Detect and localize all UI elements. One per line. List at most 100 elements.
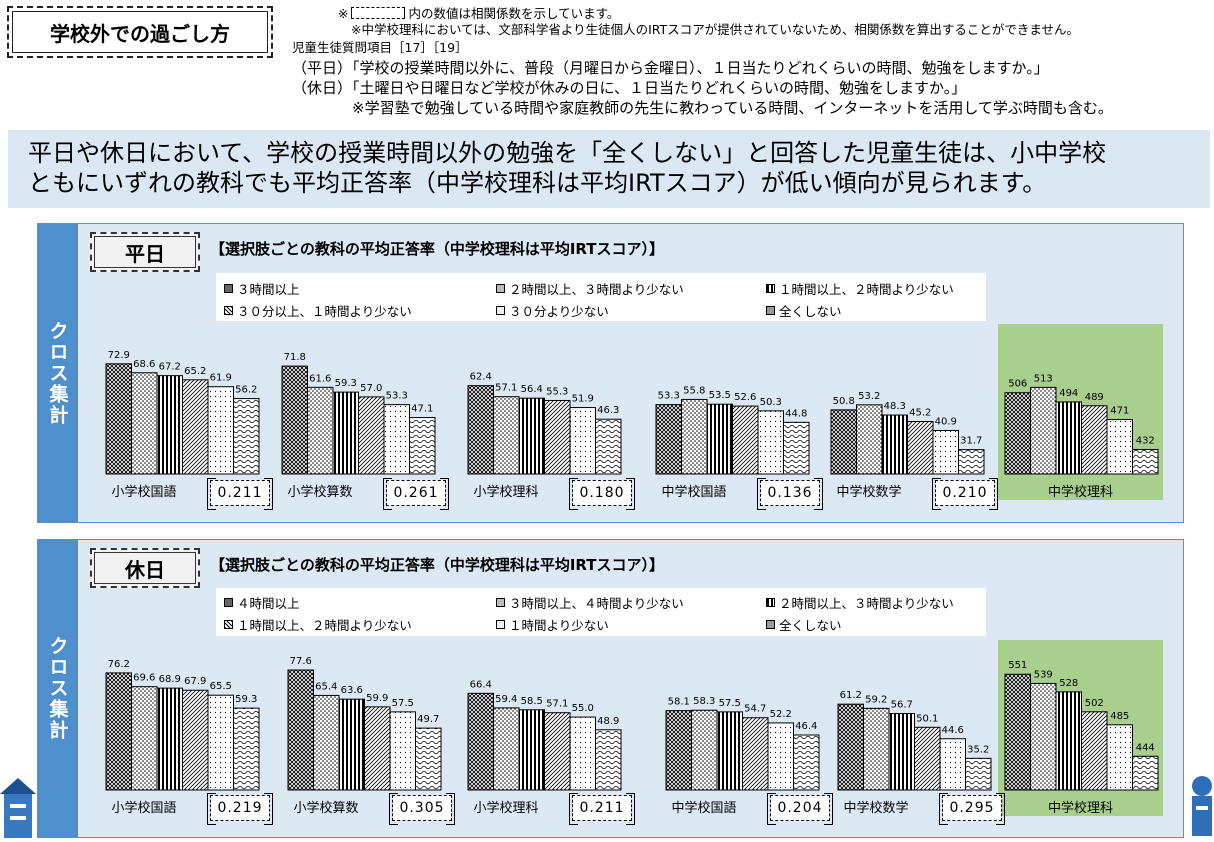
bar <box>182 379 209 475</box>
bar <box>569 716 596 791</box>
bar-value-label: 50.8 <box>833 396 855 407</box>
bar <box>1055 401 1082 475</box>
bar-value-label: 513 <box>1034 373 1053 384</box>
bar-value-label: 57.0 <box>360 383 382 394</box>
note-study-includes: ※学習塾で勉強している時間や家庭教師の先生に教わっている時間、インターネットを活… <box>352 99 1113 117</box>
correlation-coefficient: 0.204 <box>767 793 833 825</box>
bar-value-label: 49.7 <box>417 714 439 725</box>
bar <box>716 711 743 791</box>
bar-value-label: 46.4 <box>795 721 817 732</box>
bar-value-label: 56.7 <box>891 700 913 711</box>
bar <box>1106 419 1133 475</box>
bar-value-label: 46.3 <box>597 405 619 416</box>
bar-value-label: 528 <box>1059 678 1078 689</box>
bar-value-label: 66.4 <box>470 679 492 690</box>
bar-value-label: 61.9 <box>210 373 232 384</box>
bar-value-label: 40.9 <box>935 416 957 427</box>
legend-swatch-icon <box>496 284 505 293</box>
correlation-coefficient: 0.210 <box>932 478 998 510</box>
subject-label: 中学校数学 <box>843 800 908 816</box>
bar <box>307 386 334 475</box>
bar-value-label: 53.3 <box>658 391 680 402</box>
bar <box>332 391 359 475</box>
bar-value-label: 55.3 <box>546 386 568 397</box>
bar <box>467 385 494 475</box>
legend-item: ３０分以上、１時間より少ない <box>224 301 412 320</box>
cross-tab-side-label: クロス集計 <box>38 540 78 837</box>
bar-value-label: 48.9 <box>597 716 619 727</box>
bar <box>131 686 158 791</box>
bar <box>1081 711 1108 791</box>
bar-value-label: 551 <box>1008 660 1027 671</box>
bar-value-label: 59.2 <box>865 694 887 705</box>
holiday-tag: 休日 <box>90 548 200 588</box>
bar <box>914 726 941 791</box>
headline-line-2: ともにいずれの教科でも平均正答率（中学校理科は平均IRTスコア）が低い傾向が見ら… <box>28 169 1047 197</box>
bar <box>105 672 132 791</box>
bar-value-label: 506 <box>1008 379 1027 390</box>
bar <box>655 404 682 475</box>
bar-value-label: 35.2 <box>967 744 989 755</box>
bar-value-label: 48.3 <box>884 401 906 412</box>
bar <box>907 421 934 475</box>
correlation-coefficient: 0.219 <box>207 793 273 825</box>
correlation-coefficient: 0.180 <box>569 478 635 510</box>
bar <box>888 713 915 791</box>
legend-item: ２時間以上、３時間より少ない <box>766 593 954 612</box>
bar <box>1055 691 1082 791</box>
castle-mascot-icon <box>0 778 36 838</box>
bar-value-label: 58.1 <box>668 697 690 708</box>
bar-value-label: 53.5 <box>709 390 731 401</box>
bar <box>965 757 992 791</box>
bar-value-label: 69.6 <box>133 673 155 684</box>
subject-label: 中学校数学 <box>836 484 901 500</box>
correlation-coefficient: 0.261 <box>383 478 449 510</box>
bar-value-label: 471 <box>1110 406 1129 417</box>
note-question-items: 児童生徒質問項目［17］［19］ <box>292 40 468 55</box>
bar-value-label: 59.3 <box>235 694 257 705</box>
subject-label: 小学校理科 <box>473 800 538 816</box>
bar <box>757 410 784 475</box>
bar <box>595 418 622 475</box>
bar <box>1132 448 1159 475</box>
bar-value-label: 68.9 <box>159 674 181 685</box>
dashed-box-legend-icon <box>351 7 406 19</box>
subject-label: 中学校国語 <box>671 800 736 816</box>
subject-label: 小学校理科 <box>473 484 538 500</box>
bar-value-label: 53.3 <box>386 391 408 402</box>
legend-swatch-icon <box>224 620 233 629</box>
legend-swatch-icon <box>766 306 775 315</box>
bar <box>207 694 234 791</box>
bar <box>287 669 314 791</box>
bar-value-label: 67.9 <box>184 676 206 687</box>
bar-value-label: 57.1 <box>495 383 517 394</box>
bar-value-label: 50.1 <box>916 713 938 724</box>
bar-value-label: 52.2 <box>770 709 792 720</box>
bar <box>595 729 622 791</box>
bar <box>544 399 571 475</box>
bar <box>493 707 520 791</box>
bar-value-label: 58.5 <box>521 696 543 707</box>
bar <box>793 734 820 791</box>
legend-swatch-icon <box>224 306 233 315</box>
legend-swatch-icon <box>224 284 233 293</box>
subject-label: 小学校算数 <box>287 484 352 500</box>
legend-swatch-icon <box>766 284 775 293</box>
bar-value-label: 77.6 <box>290 656 312 667</box>
legend-item: ４時間以上 <box>224 593 300 612</box>
bar <box>1132 755 1159 791</box>
bar <box>544 712 571 791</box>
bar <box>958 449 985 475</box>
bar-value-label: 50.3 <box>760 397 782 408</box>
bar <box>732 405 759 475</box>
legend-item: ３０分より少ない <box>496 301 609 320</box>
correlation-coefficient: 0.211 <box>207 478 273 510</box>
legend-swatch-icon <box>224 598 233 607</box>
bar <box>389 711 416 791</box>
bar-value-label: 45.2 <box>909 408 931 419</box>
bar <box>358 396 385 475</box>
bar-value-label: 57.5 <box>719 698 741 709</box>
correlation-coefficient: 0.211 <box>569 793 635 825</box>
bar-value-label: 53.2 <box>858 391 880 402</box>
subject-label: 中学校理科 <box>1048 800 1113 816</box>
